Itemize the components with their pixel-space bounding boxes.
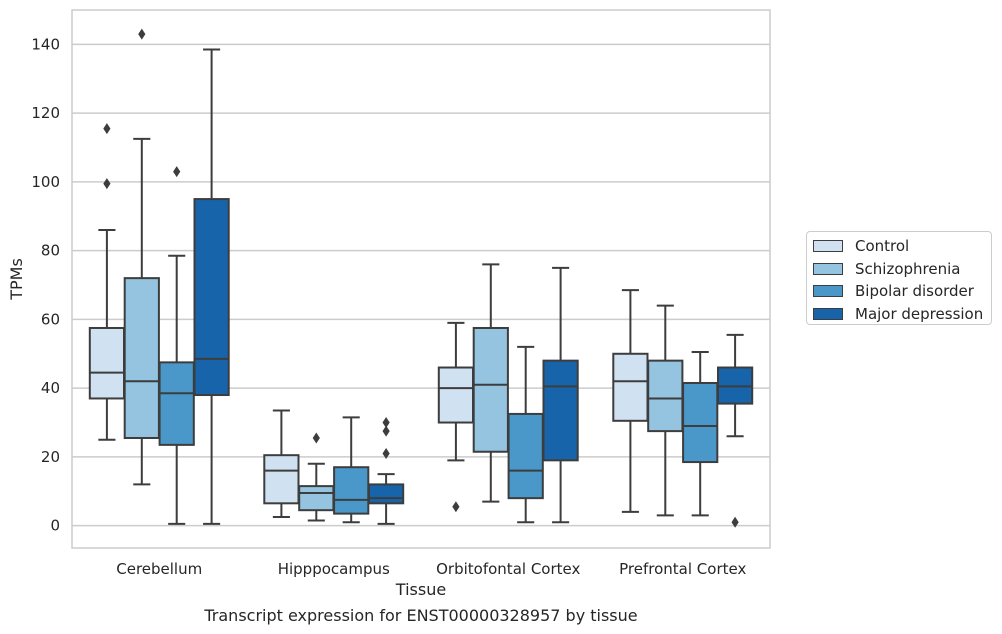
- y-tick-label-120: 120: [31, 104, 60, 122]
- y-tick-label-100: 100: [31, 173, 60, 191]
- legend-label-schizophrenia: Schizophrenia: [855, 259, 961, 278]
- outlier-bipolar-disorder-cerebellum-0: [173, 166, 181, 178]
- box-rect-bipolar-disorder-cerebellum: [158, 361, 195, 446]
- box-control-cerebellum: [88, 123, 126, 441]
- box-bipolar-disorder-hipppocampus: [333, 416, 370, 524]
- y-tick-label-0: 0: [50, 517, 60, 535]
- box-rect-major-depression-orbitofontal-cortex: [542, 359, 579, 462]
- box-control-prefrontal-cortex: [612, 289, 649, 513]
- legend-label-control: Control: [855, 237, 910, 256]
- outlier-major-depression-hipppocampus-0: [382, 447, 390, 459]
- box-control-hipppocampus: [263, 409, 300, 519]
- y-tick-label-140: 140: [31, 35, 60, 53]
- box-rect-bipolar-disorder-hipppocampus: [333, 466, 370, 515]
- box-rect-control-orbitofontal-cortex: [437, 366, 475, 424]
- y-tick-label-80: 80: [41, 242, 60, 260]
- box-bipolar-disorder-cerebellum: [158, 166, 195, 525]
- legend-item-schizophrenia: Schizophrenia: [813, 258, 991, 281]
- x-tick-label-cerebellum: Cerebellum: [116, 560, 202, 578]
- legend-swatch-bipolar-disorder: [813, 285, 843, 298]
- box-rect-major-depression-cerebellum: [193, 198, 230, 397]
- box-major-depression-orbitofontal-cortex: [542, 266, 579, 524]
- outlier-major-depression-prefrontal-cortex-0: [731, 516, 739, 528]
- box-schizophrenia-cerebellum: [123, 28, 160, 486]
- box-bipolar-disorder-prefrontal-cortex: [682, 351, 719, 517]
- outlier-control-cerebellum-1: [103, 123, 111, 135]
- outlier-major-depression-hipppocampus-1: [382, 425, 390, 437]
- box-control-orbitofontal-cortex: [437, 321, 475, 513]
- box-schizophrenia-prefrontal-cortex: [647, 304, 684, 517]
- outlier-control-orbitofontal-cortex-0: [452, 501, 460, 513]
- box-rect-control-cerebellum: [88, 326, 126, 400]
- box-schizophrenia-orbitofontal-cortex: [472, 263, 509, 503]
- legend: Control Schizophrenia Bipolar disorder M…: [806, 231, 992, 325]
- plot-frame: [71, 9, 771, 549]
- outlier-major-depression-hipppocampus-2: [382, 417, 390, 429]
- x-axis-title: Tissue: [395, 580, 446, 599]
- x-tick-label-hipppocampus: Hipppocampus: [278, 560, 390, 578]
- y-axis-title: TPMs: [7, 258, 26, 301]
- box-major-depression-hipppocampus: [367, 417, 405, 525]
- box-rect-bipolar-disorder-orbitofontal-cortex: [507, 412, 544, 500]
- x-tick-label-prefrontal-cortex: Prefrontal Cortex: [619, 560, 746, 578]
- box-major-depression-prefrontal-cortex: [716, 333, 754, 528]
- y-tick-labels: 0 20 40 60 80 100 120 140: [31, 35, 60, 534]
- legend-swatch-major-depression: [813, 307, 843, 320]
- box-schizophrenia-hipppocampus: [298, 432, 335, 522]
- legend-item-bipolar-disorder: Bipolar disorder: [813, 280, 991, 303]
- chart-caption: Transcript expression for ENST0000032895…: [204, 606, 638, 625]
- box-rect-schizophrenia-hipppocampus: [298, 485, 335, 512]
- box-rect-major-depression-hipppocampus: [367, 483, 405, 505]
- legend-item-major-depression: Major depression: [813, 303, 991, 326]
- x-tick-labels: Cerebellum Hipppocampus Orbitofontal Corte…: [116, 560, 746, 578]
- box-rect-schizophrenia-cerebellum: [123, 277, 160, 439]
- legend-swatch-control: [813, 240, 843, 253]
- box-rect-schizophrenia-orbitofontal-cortex: [472, 326, 509, 453]
- box-major-depression-cerebellum: [193, 48, 230, 525]
- box-rect-control-prefrontal-cortex: [612, 352, 649, 422]
- legend-label-bipolar-disorder: Bipolar disorder: [855, 282, 974, 301]
- y-tick-label-20: 20: [41, 448, 60, 466]
- box-rect-control-hipppocampus: [263, 454, 300, 505]
- y-tick-label-40: 40: [41, 379, 60, 397]
- legend-swatch-schizophrenia: [813, 262, 843, 275]
- box-rect-bipolar-disorder-prefrontal-cortex: [682, 381, 719, 464]
- x-tick-label-orbitofontal-cortex: Orbitofontal Cortex: [436, 560, 580, 578]
- outlier-schizophrenia-cerebellum-0: [138, 28, 146, 40]
- boxes: [88, 28, 754, 528]
- box-rect-schizophrenia-prefrontal-cortex: [647, 359, 684, 433]
- outlier-control-cerebellum-0: [103, 178, 111, 190]
- legend-label-major-depression: Major depression: [855, 304, 984, 323]
- y-tick-label-60: 60: [41, 310, 60, 328]
- legend-item-control: Control: [813, 235, 991, 258]
- box-bipolar-disorder-orbitofontal-cortex: [507, 345, 544, 524]
- outlier-schizophrenia-hipppocampus-0: [312, 432, 320, 444]
